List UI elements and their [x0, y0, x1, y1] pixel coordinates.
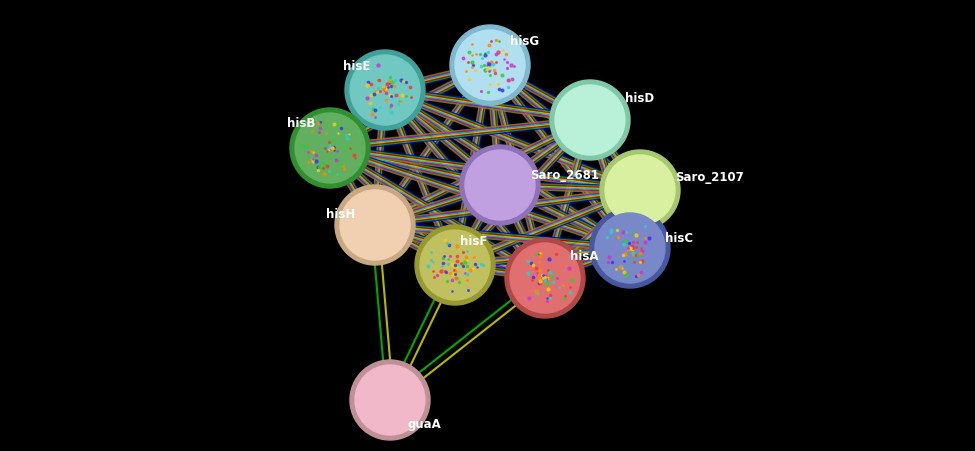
Circle shape [460, 145, 540, 225]
Text: hisH: hisH [326, 208, 355, 221]
Text: hisG: hisG [510, 35, 539, 48]
Text: hisE: hisE [342, 60, 370, 73]
Circle shape [420, 230, 490, 300]
Text: hisF: hisF [460, 235, 488, 248]
Circle shape [350, 55, 420, 125]
Circle shape [355, 365, 425, 435]
Circle shape [345, 50, 425, 130]
Text: hisC: hisC [665, 231, 693, 244]
Circle shape [600, 150, 680, 230]
Circle shape [590, 208, 670, 288]
Circle shape [350, 360, 430, 440]
Circle shape [605, 155, 675, 225]
Text: hisB: hisB [287, 117, 315, 130]
Circle shape [295, 113, 365, 183]
Text: Saro_2107: Saro_2107 [675, 171, 744, 184]
Circle shape [290, 108, 370, 188]
Text: guaA: guaA [408, 418, 442, 431]
Circle shape [465, 150, 535, 220]
Circle shape [450, 25, 530, 105]
Circle shape [415, 225, 495, 305]
Text: hisD: hisD [625, 92, 654, 105]
Circle shape [335, 185, 415, 265]
Circle shape [340, 190, 410, 260]
Circle shape [550, 80, 630, 160]
Text: hisA: hisA [570, 250, 599, 263]
Circle shape [505, 238, 585, 318]
Circle shape [555, 85, 625, 155]
Text: Saro_2681: Saro_2681 [530, 169, 599, 181]
Circle shape [595, 213, 665, 283]
Circle shape [455, 30, 525, 100]
Circle shape [510, 243, 580, 313]
